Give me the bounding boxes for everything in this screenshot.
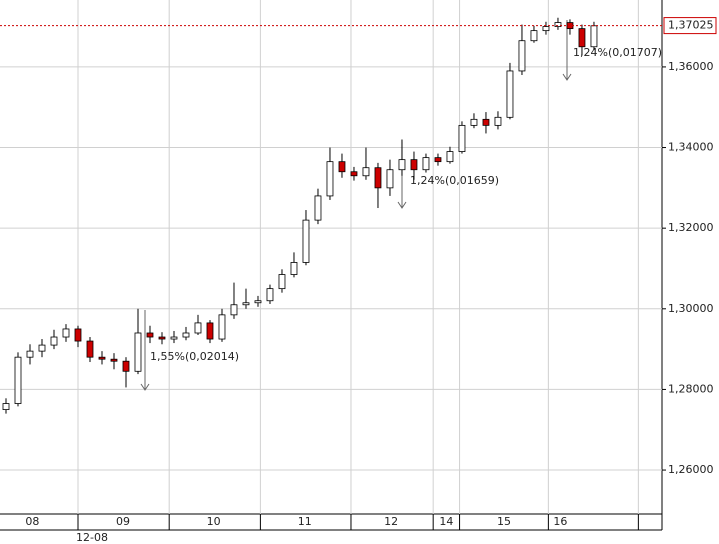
last-price-label: 1,37025: [668, 19, 714, 32]
x-tick-label: 10: [207, 515, 221, 528]
y-tick-label: 1,28000: [668, 382, 714, 395]
candle-body: [386, 169, 394, 189]
x-tick-label: 08: [25, 515, 39, 528]
candle-body: [86, 340, 94, 358]
x-tick-label: 09: [116, 515, 130, 528]
candle-body: [338, 161, 346, 173]
candle-body: [62, 328, 70, 338]
y-tick-label: 1,32000: [668, 221, 714, 234]
candle-body: [278, 274, 286, 290]
candle-body: [494, 116, 502, 126]
candle-body: [290, 262, 298, 275]
candle-body: [38, 344, 46, 352]
candle-body: [74, 328, 82, 342]
y-tick-label: 1,26000: [668, 463, 714, 476]
y-tick-label: 1,34000: [668, 141, 714, 154]
x-tick-label: 15: [497, 515, 511, 528]
candle-body: [230, 304, 238, 316]
candle-body: [182, 332, 190, 338]
annotation: 1,24%(0,01707): [573, 46, 662, 59]
x-tick-label: 16: [553, 515, 567, 528]
candle-body: [110, 358, 118, 362]
candle-body: [554, 22, 562, 28]
candle-body: [470, 118, 478, 126]
x-tick-label: 14: [439, 515, 453, 528]
candle-body: [170, 336, 178, 340]
y-tick-label: 1,30000: [668, 302, 714, 315]
candle-body: [590, 25, 598, 48]
candle-body: [518, 40, 526, 72]
candle-body: [14, 356, 22, 404]
candle-body: [410, 159, 418, 171]
candle-body: [326, 161, 334, 197]
candle-body: [434, 157, 442, 163]
candle-body: [482, 118, 490, 126]
candle-body: [530, 30, 538, 42]
candle-body: [422, 157, 430, 171]
annotation: 1,24%(0,01659): [410, 174, 499, 187]
candle-body: [26, 350, 34, 358]
candle-body: [314, 195, 322, 221]
candle-body: [374, 167, 382, 189]
candle-body: [134, 332, 142, 372]
candle-body: [146, 332, 154, 338]
candle-body: [218, 314, 226, 340]
annotation: 1,55%(0,02014): [150, 350, 239, 363]
candle-body: [302, 219, 310, 263]
candle-body: [122, 360, 130, 372]
candle-body: [158, 336, 166, 340]
candle-body: [266, 288, 274, 302]
candle-body: [194, 322, 202, 334]
candle-body: [506, 70, 514, 118]
candle-body: [362, 167, 370, 177]
last-price-box: [663, 17, 717, 35]
candle-body: [98, 356, 106, 360]
candle-body: [50, 336, 58, 346]
candle-body: [578, 28, 586, 48]
candle-body: [542, 26, 550, 32]
x-tick-label: 12: [384, 515, 398, 528]
candle-body: [2, 403, 10, 410]
candle-body: [446, 151, 454, 163]
period-label: 12-08: [76, 531, 108, 544]
candle-body: [398, 159, 406, 171]
candle-body: [458, 124, 466, 152]
candle-body: [242, 302, 250, 306]
candle-body: [254, 300, 262, 304]
y-tick-label: 1,36000: [668, 60, 714, 73]
candle-body: [206, 322, 214, 340]
candle-body: [350, 171, 358, 177]
x-tick-label: 11: [298, 515, 312, 528]
